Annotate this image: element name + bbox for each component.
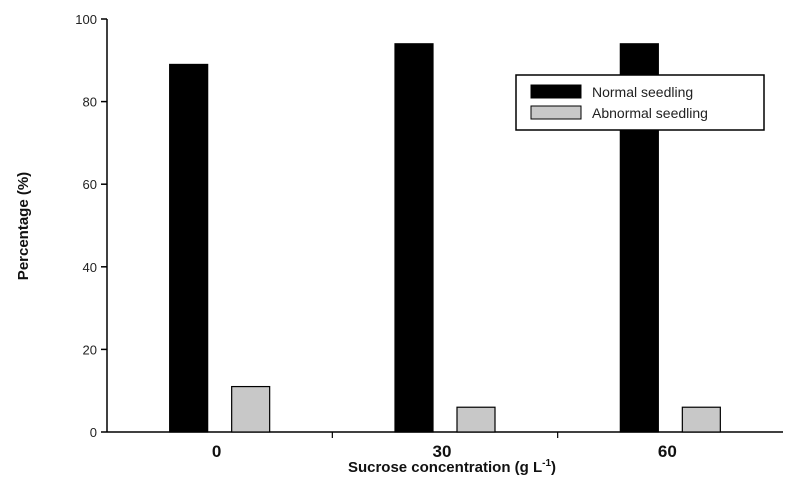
x-tick-label: 0	[212, 442, 221, 461]
bar-normal-seedling-0	[169, 63, 209, 433]
y-tick-label: 40	[83, 260, 97, 275]
bar-abnormal-seedling-0	[231, 385, 271, 433]
legend: Normal seedling Abnormal seedling	[515, 74, 765, 131]
bar-normal-seedling-30	[394, 43, 434, 433]
y-axis-title: Percentage (%)	[15, 172, 32, 280]
y-tick-label: 100	[75, 12, 97, 27]
legend-swatch-abnormal	[530, 105, 582, 120]
x-axis	[107, 431, 783, 438]
y-tick-label: 80	[83, 95, 97, 110]
bar-abnormal-seedling-60	[681, 406, 721, 433]
x-axis-title-main: Sucrose concentration (g L	[348, 459, 542, 476]
x-axis-title-tail: )	[551, 459, 556, 476]
y-tick-label: 20	[83, 342, 97, 357]
x-axis-title: Sucrose concentration (g L-1)	[348, 458, 556, 476]
x-tick-label: 30	[433, 442, 452, 461]
y-tick-label: 0	[90, 425, 97, 440]
legend-box	[515, 74, 765, 131]
legend-label-normal: Normal seedling	[592, 84, 693, 100]
x-tick-labels: 0 30 60	[212, 442, 677, 461]
bars	[169, 43, 721, 433]
legend-label-abnormal: Abnormal seedling	[592, 105, 708, 121]
y-axis: 0 20 40 60 80 100	[75, 12, 108, 440]
legend-swatch-normal	[530, 84, 582, 99]
x-axis-title-sup: -1	[542, 458, 551, 469]
x-tick-label: 60	[658, 442, 677, 461]
y-tick-label: 60	[83, 177, 97, 192]
bar-abnormal-seedling-30	[456, 406, 496, 433]
